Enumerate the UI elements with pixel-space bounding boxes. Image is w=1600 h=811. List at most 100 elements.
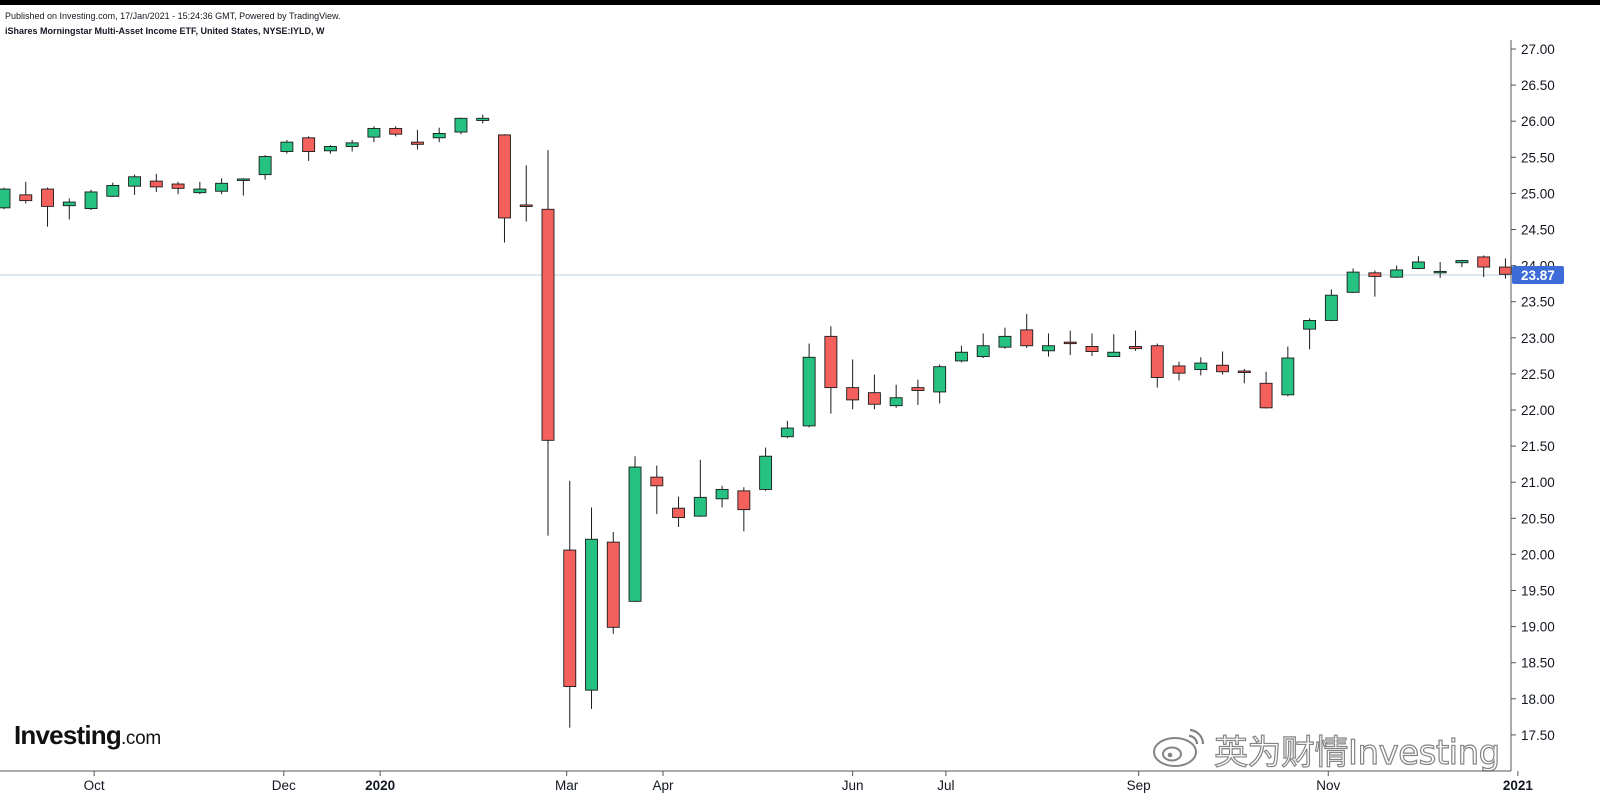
- candle-body-down: [1477, 256, 1491, 268]
- candle: [1172, 361, 1186, 381]
- candle: [693, 459, 707, 517]
- candle-body-up: [128, 176, 142, 187]
- candle: [1455, 259, 1469, 268]
- candle-body-down: [1237, 370, 1251, 373]
- candle-body-up: [1324, 294, 1338, 321]
- candle: [410, 129, 424, 150]
- candle-body-down: [1085, 346, 1099, 352]
- candle: [889, 384, 903, 408]
- candle: [367, 126, 381, 143]
- candle: [1063, 330, 1077, 356]
- price-tick-label: 21.50: [1521, 439, 1555, 454]
- candle: [672, 496, 686, 527]
- time-tick-label: Sep: [1127, 778, 1151, 793]
- candle: [1324, 289, 1338, 322]
- time-tick-label: Mar: [555, 778, 579, 793]
- candle: [1498, 258, 1512, 279]
- last-price-value: 23.87: [1521, 268, 1555, 283]
- candle: [1107, 334, 1121, 358]
- price-tick-label: 20.50: [1521, 511, 1555, 526]
- candle-body-down: [824, 335, 838, 389]
- investing-logo: Investing.com: [14, 720, 161, 751]
- candle-body-down: [1259, 382, 1273, 409]
- candle-body-down: [41, 188, 54, 207]
- last-price-badge: 23.87: [1512, 265, 1564, 284]
- candle: [41, 187, 54, 227]
- price-tick-label: 25.00: [1521, 186, 1555, 201]
- price-tick-label: 22.00: [1521, 403, 1555, 418]
- candle-body-up: [215, 182, 229, 192]
- last-price-badge-bg: [1512, 265, 1564, 284]
- candle: [1194, 357, 1208, 376]
- watermark-text: 英为财情Investing: [1213, 732, 1500, 773]
- candle: [628, 456, 642, 603]
- candle: [215, 178, 229, 195]
- candle-body-down: [149, 180, 163, 188]
- candle-body-up: [1194, 362, 1208, 371]
- candle: [1150, 343, 1164, 388]
- candle-body-down: [410, 141, 424, 145]
- time-tick-label: Jun: [842, 778, 864, 793]
- price-tick-label: 22.50: [1521, 367, 1555, 382]
- price-tick-label: 19.50: [1521, 584, 1555, 599]
- candle-body-up: [1411, 261, 1425, 269]
- price-tick-label: 24.50: [1521, 223, 1555, 238]
- candle: [933, 364, 947, 404]
- candle-body-down: [519, 204, 533, 207]
- candle-body-up: [476, 117, 490, 121]
- candle-body-up: [323, 146, 337, 152]
- candle-body-down: [302, 137, 316, 152]
- candle-body-up: [715, 488, 729, 500]
- candle-body-up: [976, 345, 990, 358]
- time-tick-label: Jul: [937, 778, 954, 793]
- candle-body-up: [62, 201, 76, 207]
- candle: [1237, 368, 1251, 384]
- logo-main-text: Investing: [14, 720, 122, 750]
- candle: [650, 465, 664, 514]
- candle-body-up: [802, 356, 816, 427]
- candle: [1303, 318, 1317, 350]
- price-tick-label: 17.50: [1521, 728, 1555, 743]
- candle: [911, 379, 925, 405]
- candle: [976, 333, 990, 359]
- candle: [345, 139, 359, 152]
- candle-body-up: [628, 466, 642, 602]
- candle: [954, 345, 968, 363]
- candle-body-down: [1498, 266, 1512, 275]
- candle: [432, 127, 446, 143]
- candle: [519, 165, 533, 222]
- candle-body-up: [1390, 269, 1404, 278]
- price-tick-label: 21.00: [1521, 475, 1555, 490]
- price-tick-label: 18.50: [1521, 656, 1555, 671]
- candle-body-up: [84, 191, 98, 210]
- candle: [606, 532, 620, 634]
- candle: [302, 136, 316, 161]
- price-tick-label: 23.50: [1521, 295, 1555, 310]
- candle: [84, 189, 98, 211]
- candle: [19, 181, 33, 204]
- candle: [258, 155, 272, 180]
- candle-body-down: [171, 183, 185, 189]
- candle-body-up: [693, 496, 707, 517]
- candle: [585, 507, 598, 709]
- price-tick-label: 25.50: [1521, 150, 1555, 165]
- candle: [824, 326, 838, 414]
- candle: [563, 480, 577, 728]
- candle-body-down: [1020, 329, 1034, 347]
- candle-body-down: [389, 127, 403, 135]
- candle: [106, 182, 120, 198]
- candle: [1368, 270, 1382, 297]
- candle: [1390, 265, 1404, 278]
- candle: [62, 198, 76, 220]
- candle: [780, 420, 794, 439]
- candle: [867, 374, 881, 410]
- published-info: Published on Investing.com, 17/Jan/2021 …: [5, 11, 341, 21]
- candle-body-up: [1433, 270, 1447, 274]
- candle: [149, 173, 163, 192]
- candle-body-up: [585, 538, 598, 691]
- candle: [1020, 313, 1034, 348]
- candle: [236, 178, 250, 196]
- candle-body-up: [193, 188, 207, 194]
- candle: [280, 139, 294, 154]
